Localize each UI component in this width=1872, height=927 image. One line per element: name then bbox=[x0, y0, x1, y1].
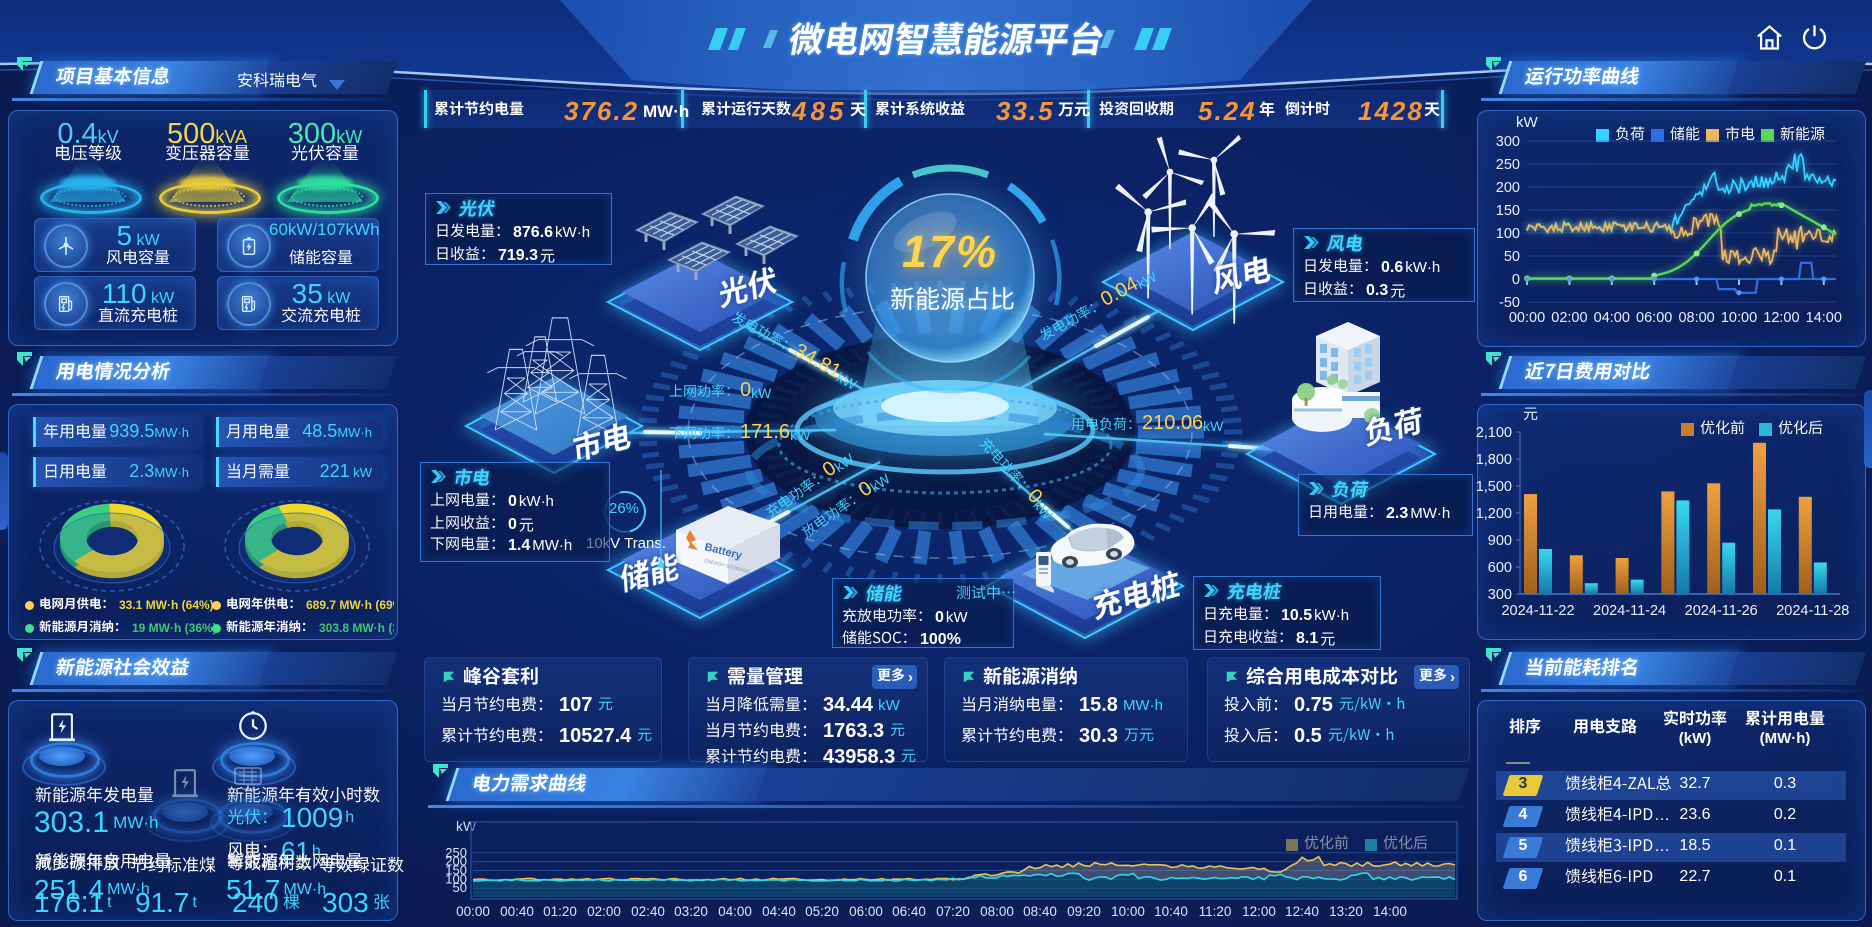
svg-text:10:00: 10:00 bbox=[1721, 310, 1757, 326]
svg-text:08:00: 08:00 bbox=[980, 904, 1014, 919]
svg-text:12:00: 12:00 bbox=[1763, 310, 1799, 326]
svg-text:09:20: 09:20 bbox=[1067, 904, 1101, 919]
svg-text:06:40: 06:40 bbox=[892, 904, 926, 919]
svg-text:2024-11-22: 2024-11-22 bbox=[1501, 603, 1574, 619]
svg-text:04:00: 04:00 bbox=[1594, 310, 1630, 326]
svg-text:12:00: 12:00 bbox=[1242, 904, 1276, 919]
svg-text:08:40: 08:40 bbox=[1023, 904, 1057, 919]
svg-text:2024-11-28: 2024-11-28 bbox=[1776, 603, 1849, 619]
svg-text:100: 100 bbox=[1496, 226, 1520, 242]
svg-text:600: 600 bbox=[1488, 560, 1512, 576]
svg-text:150: 150 bbox=[1496, 203, 1520, 219]
svg-text:-50: -50 bbox=[1499, 295, 1520, 311]
svg-text:150: 150 bbox=[445, 863, 467, 878]
svg-text:200: 200 bbox=[445, 854, 467, 869]
svg-text:1,200: 1,200 bbox=[1476, 506, 1512, 522]
svg-text:06:00: 06:00 bbox=[1636, 310, 1672, 326]
svg-text:2024-11-24: 2024-11-24 bbox=[1593, 603, 1666, 619]
svg-text:1,800: 1,800 bbox=[1476, 452, 1512, 468]
svg-text:1,500: 1,500 bbox=[1476, 479, 1512, 495]
svg-text:04:40: 04:40 bbox=[762, 904, 796, 919]
svg-text:05:20: 05:20 bbox=[805, 904, 839, 919]
svg-text:00:00: 00:00 bbox=[1509, 310, 1545, 326]
svg-text:10:40: 10:40 bbox=[1154, 904, 1188, 919]
svg-text:00:40: 00:40 bbox=[500, 904, 534, 919]
svg-text:900: 900 bbox=[1488, 533, 1512, 549]
svg-text:02:00: 02:00 bbox=[1551, 310, 1587, 326]
svg-text:2,100: 2,100 bbox=[1476, 425, 1512, 441]
svg-text:00:00: 00:00 bbox=[456, 904, 490, 919]
svg-text:13:20: 13:20 bbox=[1329, 904, 1363, 919]
svg-text:11:20: 11:20 bbox=[1199, 904, 1232, 919]
svg-text:100: 100 bbox=[445, 871, 467, 886]
svg-text:14:00: 14:00 bbox=[1806, 310, 1842, 326]
svg-text:250: 250 bbox=[1496, 157, 1520, 173]
svg-text:14:00: 14:00 bbox=[1373, 904, 1407, 919]
svg-text:50: 50 bbox=[453, 880, 467, 895]
svg-text:10:00: 10:00 bbox=[1111, 904, 1145, 919]
svg-text:300: 300 bbox=[1488, 587, 1512, 603]
svg-text:50: 50 bbox=[1504, 249, 1520, 265]
svg-text:08:00: 08:00 bbox=[1678, 310, 1714, 326]
svg-text:02:40: 02:40 bbox=[631, 904, 665, 919]
svg-text:01:20: 01:20 bbox=[543, 904, 577, 919]
svg-text:200: 200 bbox=[1496, 180, 1520, 196]
svg-text:0: 0 bbox=[1512, 272, 1520, 288]
svg-text:12:40: 12:40 bbox=[1285, 904, 1319, 919]
svg-text:300: 300 bbox=[1496, 134, 1520, 150]
svg-text:04:00: 04:00 bbox=[718, 904, 752, 919]
svg-text:06:00: 06:00 bbox=[849, 904, 883, 919]
svg-text:2024-11-26: 2024-11-26 bbox=[1685, 603, 1758, 619]
svg-text:02:00: 02:00 bbox=[587, 904, 621, 919]
svg-text:250: 250 bbox=[445, 845, 467, 860]
svg-text:07:20: 07:20 bbox=[936, 904, 970, 919]
svg-text:03:20: 03:20 bbox=[674, 904, 708, 919]
